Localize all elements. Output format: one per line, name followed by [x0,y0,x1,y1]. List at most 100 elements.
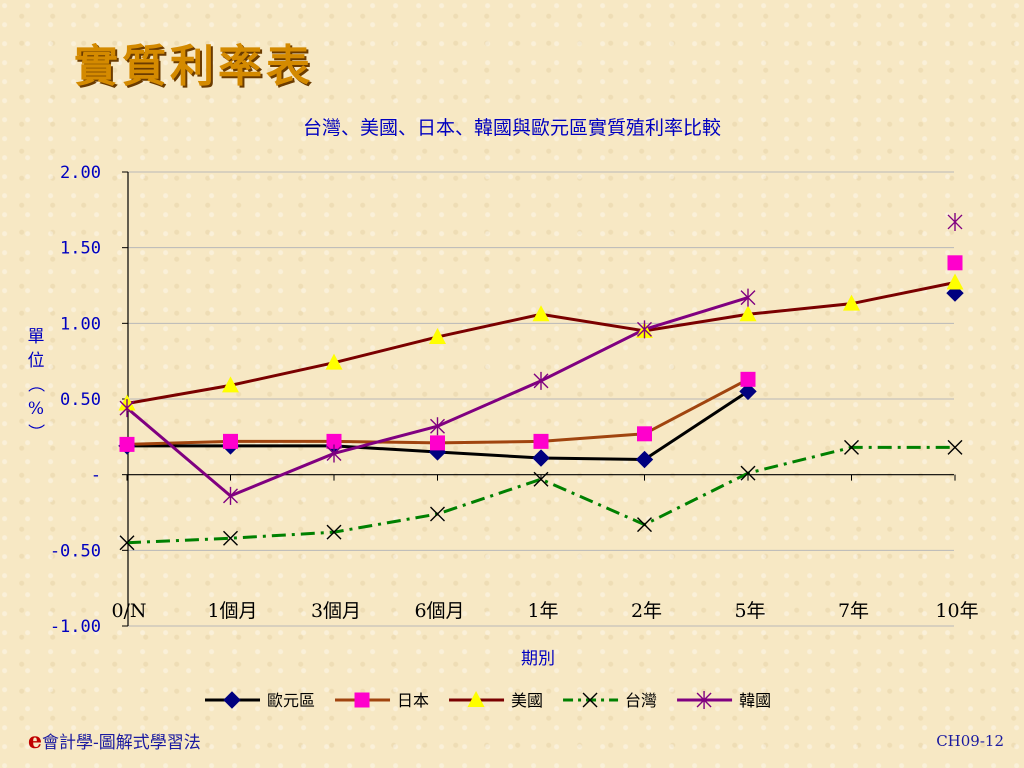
y-axis-label-char: ） [25,424,45,441]
legend-label: 日本 [397,691,429,710]
data-point [843,294,860,311]
series-line-日本 [127,263,955,445]
footer-e-prefix: e [28,728,42,754]
y-tick-label: 1.00 [60,314,101,334]
y-axis-label: 單位 （% ） [25,327,45,441]
data-point [740,371,756,387]
data-point [223,433,238,449]
triangle-marker-shape [532,305,550,322]
data-point [533,471,549,487]
star-marker-shape [119,399,135,418]
data-point [637,426,652,442]
data-point [430,506,445,522]
data-point [637,320,652,339]
data-point [739,305,757,322]
star-marker-shape [223,486,238,505]
data-point [740,288,756,307]
x-tick-label: 2年 [631,600,662,622]
triangle-marker-shape [467,691,485,707]
data-point [739,382,757,401]
data-point [533,371,549,390]
square-marker-shape [947,255,963,271]
star-marker-shape [696,691,712,709]
legend: 歐元區 日本 美國 台灣 韓國 [205,691,771,710]
x-marker-shape [582,692,598,708]
y-tick-label: -1.00 [50,617,101,637]
x-marker-shape [223,530,238,546]
star-marker-shape [326,444,342,463]
legend-label: 歐元區 [267,691,315,710]
legend-item: 歐元區 [205,691,315,710]
y-axis-label-char: （ [25,376,45,393]
y-tick-label: -0.50 [50,541,101,561]
legend-item: 台灣 [563,691,657,710]
x-tick-label: 0/N [111,600,146,622]
data-point [326,524,342,540]
y-axis-label-char: 位 [28,351,45,371]
legend-marker [696,691,712,709]
x-tick-label: 1年 [527,600,558,622]
x-marker-shape [533,471,549,487]
legend-marker [582,692,598,708]
triangle-marker-shape [429,327,446,344]
data-point [430,417,445,436]
gridlines [128,171,954,627]
data-point [532,305,550,322]
diamond-marker-shape [223,691,241,709]
data-point [325,353,343,370]
data-point [947,439,963,455]
data-point [947,255,963,271]
x-tick-label: 7年 [838,600,869,622]
data-point [223,530,238,546]
x-marker-shape [740,465,756,481]
footer-page-number: CH09-12 [936,732,1004,750]
x-marker-shape [947,439,963,455]
data-point [430,435,445,451]
x-tick-label: 10年 [935,600,978,622]
x-tick-label: 5年 [734,600,765,622]
legend-item: 美國 [449,691,543,710]
series-markers [118,212,964,551]
legend-marker [223,691,241,709]
data-point [844,439,859,455]
square-marker-shape [354,692,370,708]
data-point [637,517,652,533]
y-tick-label: 0.50 [60,390,101,410]
y-tick-label: - [91,466,101,486]
square-marker-shape [119,436,135,452]
diamond-marker-shape [739,382,757,401]
legend-label: 美國 [511,691,543,710]
star-marker-shape [430,417,445,436]
data-point [946,273,964,290]
slide-title: 實質利率表 [74,41,314,92]
x-axis-label: 期別 [521,649,555,669]
legend-label: 韓國 [739,691,771,710]
y-tick-label: 1.50 [60,239,101,259]
data-point [533,433,549,449]
square-marker-shape [430,435,445,451]
x-marker-shape [844,439,859,455]
legend-marker [467,691,485,707]
diamond-marker-shape [532,449,550,467]
footer-book-title: e會計學-圖解式學習法 [28,728,201,754]
series-line-台灣 [126,445,955,545]
footer-book-title-text: 會計學-圖解式學習法 [42,733,201,753]
x-tick-label: 6個月 [414,600,464,622]
x-marker-shape [637,517,652,533]
square-marker-shape [637,426,652,442]
y-axis-label-char: % [28,399,44,419]
x-tick-label: 1個月 [207,600,257,622]
legend-item: 日本 [335,691,429,710]
legend-item: 韓國 [677,691,771,710]
legend-label: 台灣 [625,691,657,710]
star-marker-shape [533,371,549,390]
y-axis-label-char: 單 [28,327,45,347]
square-marker-shape [533,433,549,449]
data-point [635,450,654,469]
data-point [223,486,238,505]
data-point [326,433,342,449]
data-point [119,436,135,452]
triangle-marker-shape [739,305,757,322]
data-point [119,535,135,551]
legend-marker [354,692,370,708]
